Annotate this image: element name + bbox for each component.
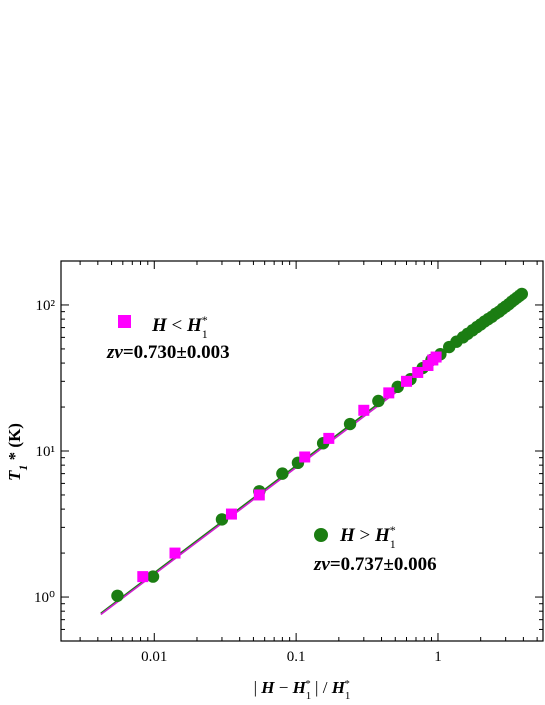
y-tick-label: 10⁰ bbox=[34, 590, 55, 606]
legend-marker-square bbox=[118, 315, 131, 328]
axes bbox=[60, 260, 544, 642]
data-point-circle bbox=[343, 417, 357, 431]
data-point-square bbox=[358, 404, 370, 416]
x-tick-label: 0.1 bbox=[287, 649, 306, 665]
legend-marker-circle bbox=[314, 528, 328, 542]
legend-label-below: H < H1* bbox=[151, 313, 208, 341]
data-point-circle bbox=[215, 513, 229, 526]
data-point-square bbox=[169, 547, 181, 559]
data-point-square bbox=[137, 571, 149, 583]
data-point-square bbox=[225, 508, 237, 520]
data-point-circle bbox=[111, 589, 124, 602]
data-point-square bbox=[430, 351, 442, 363]
x-tick-label: 1 bbox=[434, 649, 442, 665]
data-point-circle bbox=[276, 467, 289, 480]
data-point-circle bbox=[391, 380, 404, 394]
legend: H < H1* zv=0.730±0.003 H > H1* zv=0.737±… bbox=[106, 313, 437, 575]
fit-label-above: zv=0.737±0.006 bbox=[313, 554, 437, 575]
data-point-square bbox=[383, 387, 395, 399]
legend-label-above: H > H1* bbox=[339, 523, 396, 551]
tick-labels: 0.01 0.1 1 10⁰ 10¹ 10² bbox=[34, 298, 442, 665]
y-tick-label: 10¹ bbox=[36, 444, 56, 460]
x-axis-title: | H − H1* | / H1* bbox=[254, 678, 351, 702]
x-tick-label: 0.01 bbox=[141, 649, 167, 665]
y-axis-title: T1 * (K) bbox=[5, 423, 30, 481]
data-point-square bbox=[253, 489, 265, 501]
data-point-square bbox=[323, 432, 335, 444]
data-point-square bbox=[422, 360, 434, 372]
fit-value-below: =0.730±0.003 bbox=[123, 342, 230, 363]
data-point-circle bbox=[146, 570, 160, 583]
data-point-circle bbox=[515, 287, 529, 301]
plot-frame bbox=[60, 260, 544, 642]
fit-label-below: zv=0.730±0.003 bbox=[106, 342, 230, 363]
data-point-circle bbox=[372, 394, 385, 408]
y-tick-label: 10² bbox=[36, 298, 56, 314]
fit-value-above: =0.737±0.006 bbox=[330, 554, 437, 575]
data-point-square bbox=[412, 366, 424, 378]
data-point-square bbox=[299, 451, 311, 463]
data-point-square bbox=[401, 375, 413, 387]
data-points bbox=[111, 287, 529, 602]
